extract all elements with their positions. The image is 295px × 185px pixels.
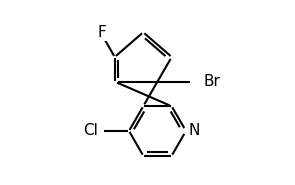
Text: N: N	[189, 123, 200, 138]
Text: F: F	[98, 25, 106, 40]
Text: Br: Br	[203, 74, 220, 89]
Text: Cl: Cl	[83, 123, 98, 138]
